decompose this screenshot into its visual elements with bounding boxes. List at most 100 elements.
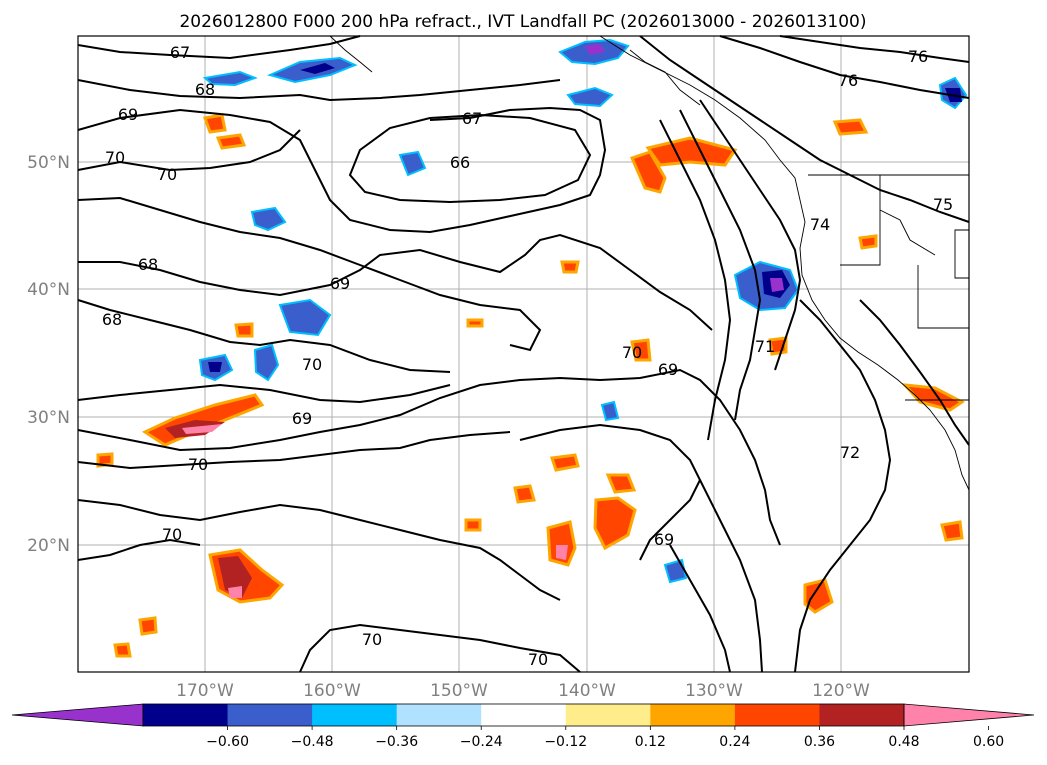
lon-label: 130°W <box>685 681 743 701</box>
colorbar-tick-label: 0.36 <box>804 734 835 750</box>
border-states-2 <box>917 265 969 329</box>
shade-negative <box>253 343 280 382</box>
contour-69b <box>78 233 713 331</box>
colorbar-tick-label: 0.48 <box>888 734 919 750</box>
lon-label: 120°W <box>812 681 870 701</box>
lon-label: 150°W <box>430 681 488 701</box>
colorbar-tick-label: −0.60 <box>206 734 249 750</box>
border-states-4 <box>879 209 936 256</box>
shade-positive <box>593 496 637 551</box>
contour-label: 72 <box>840 443 860 462</box>
coastline-inlets <box>629 49 701 106</box>
contour-69c <box>77 368 781 546</box>
colorbar-tick-label: −0.12 <box>544 734 587 750</box>
lat-label: 40°N <box>27 280 70 300</box>
contour-label: 68 <box>138 255 158 274</box>
contour-72 <box>679 109 762 421</box>
shade-positive <box>858 234 878 250</box>
colorbar-segment <box>312 704 398 726</box>
contour-70f <box>299 623 581 673</box>
contour-label: 69 <box>654 530 674 549</box>
border-states <box>840 175 881 266</box>
contour-label: 70 <box>622 343 642 362</box>
contour-73 <box>859 299 970 446</box>
colorbar-segment <box>481 704 567 726</box>
contour-label: 70 <box>157 165 177 184</box>
contour-label: 70 <box>362 630 382 649</box>
coastline-west <box>599 35 970 491</box>
shade-positive <box>466 318 484 328</box>
shade-positive-core <box>218 556 252 598</box>
colorbar-frame <box>142 703 905 727</box>
contour-label: 69 <box>118 105 138 124</box>
shade-positive <box>546 520 577 567</box>
contour-label: 70 <box>105 148 125 167</box>
map-panel: 67 68 69 70 70 66 67 68 69 68 70 69 70 7… <box>77 35 970 673</box>
shade-positive-peak <box>556 545 568 560</box>
contour-label: 67 <box>170 43 190 62</box>
contour-label: 68 <box>102 310 122 329</box>
shade-positive <box>940 520 964 542</box>
colorbar-extend-max <box>903 703 1035 727</box>
shade-negative <box>250 206 287 232</box>
colorbar-segment <box>227 704 313 726</box>
contour-label: 74 <box>810 215 830 234</box>
colorbar-segment <box>734 704 820 726</box>
shade-positive <box>605 473 637 494</box>
shade-positive <box>202 113 227 134</box>
contour-label: 71 <box>755 337 775 356</box>
shade-negative-core <box>770 278 784 292</box>
contour-label: 69 <box>658 360 678 379</box>
lat-label: 50°N <box>27 153 70 173</box>
lon-label: 140°W <box>558 681 616 701</box>
shade-positive <box>550 453 580 472</box>
contour-69e <box>669 544 731 673</box>
colorbar-tick-label: −0.48 <box>291 734 334 750</box>
shaded-field <box>96 38 968 658</box>
contour-label: 69 <box>292 409 312 428</box>
colorbar-segment <box>396 704 482 726</box>
shade-negative <box>398 150 427 177</box>
contour-70b <box>77 383 451 404</box>
colorbar-tick-label: 0.24 <box>719 734 750 750</box>
contour-66 <box>348 113 592 204</box>
shade-positive <box>464 518 482 532</box>
contour-68c <box>77 299 451 373</box>
contour-70g <box>699 479 763 673</box>
contour-label: 75 <box>933 195 953 214</box>
colorbar-segment <box>819 704 905 726</box>
contour-69d <box>519 423 702 561</box>
shade-positive-peak <box>182 424 222 434</box>
contour-label: 68 <box>195 80 215 99</box>
lon-label: 160°W <box>303 681 361 701</box>
coastlines <box>329 35 970 491</box>
contour-label: 76 <box>838 71 858 90</box>
map-frame <box>77 35 970 673</box>
shade-negative-core <box>585 44 605 55</box>
shade-negative-core <box>300 63 335 74</box>
lat-label: 30°N <box>27 408 70 428</box>
lon-label: 170°W <box>176 681 234 701</box>
contour-label: 70 <box>302 355 322 374</box>
contour-label: 70 <box>528 650 548 669</box>
shade-positive <box>560 260 580 274</box>
shade-negative-core <box>208 362 222 372</box>
colorbar-segment <box>143 704 229 726</box>
shade-positive <box>832 118 869 136</box>
contour-70d <box>77 499 561 601</box>
chart-title: 2026012800 F000 200 hPa refract., IVT La… <box>179 12 866 32</box>
contour-70c <box>77 431 511 470</box>
shade-positive <box>215 133 247 150</box>
contour-72b <box>794 299 892 673</box>
contour-74 <box>699 99 802 371</box>
contour-76b <box>779 35 970 63</box>
shade-positive <box>113 642 132 658</box>
contour-71 <box>659 119 732 441</box>
shade-negative <box>566 86 614 108</box>
contour-68b <box>77 196 542 352</box>
contour-label: 76 <box>908 47 928 66</box>
shade-positive <box>96 452 114 468</box>
contour-67 <box>77 35 361 60</box>
contour-69 <box>77 106 607 234</box>
shade-positive <box>645 136 738 167</box>
